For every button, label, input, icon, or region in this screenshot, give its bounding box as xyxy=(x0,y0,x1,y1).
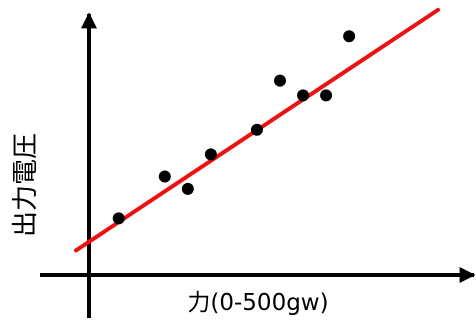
data-point xyxy=(320,89,333,102)
data-point xyxy=(204,148,217,161)
data-point xyxy=(250,123,263,136)
data-point xyxy=(181,182,194,195)
data-point xyxy=(158,170,171,183)
data-points xyxy=(112,30,356,225)
x-axis-label: 力(0-500gw) xyxy=(187,290,328,316)
data-point xyxy=(297,89,310,102)
data-point xyxy=(274,74,286,87)
data-point xyxy=(343,30,356,43)
data-point xyxy=(112,212,125,225)
y-axis-label: 出力電圧 xyxy=(11,133,41,237)
